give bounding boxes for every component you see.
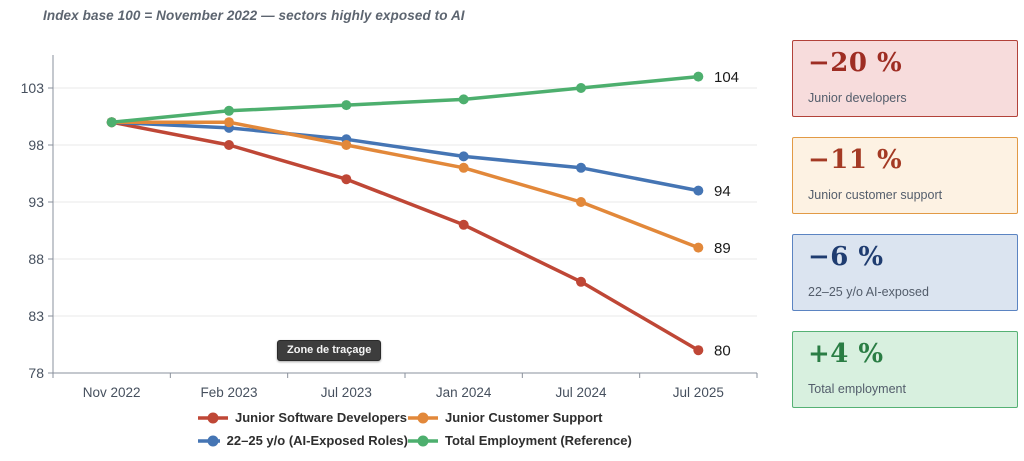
y-axis-tick-label: 93 (28, 194, 44, 210)
x-axis-label-jul-2023: Jul 2023 (321, 385, 372, 400)
y-axis-tick-label: 98 (28, 137, 44, 153)
chart-title: Index base 100 = November 2022 — sectors… (43, 8, 465, 23)
stat-card-value: −11 % (808, 145, 903, 175)
legend-label: Junior Software Developers (235, 410, 407, 425)
legend-label: Junior Customer Support (445, 410, 603, 425)
plot-area-tooltip: Zone de traçage (277, 340, 382, 361)
data-point-junior-software-developers-jul-2024[interactable] (576, 276, 586, 287)
stat-card-junior-customer-support: −11 % Junior customer support (792, 137, 1018, 214)
data-point-total-employment-reference-jul-2023[interactable] (341, 100, 352, 111)
y-axis-tick-label: 83 (28, 308, 44, 324)
y-axis-tick-label: 78 (28, 365, 44, 381)
legend-marker-icon (408, 435, 438, 446)
stat-card-label: Junior developers (808, 91, 907, 105)
stat-card-value: +4 % (808, 339, 884, 369)
stat-card-label: Total employment (808, 382, 906, 396)
series-end-label-junior-software-developers: 80 (714, 343, 731, 360)
data-point-junior-customer-support-jan-2024[interactable] (458, 162, 469, 173)
data-point-total-employment-reference-feb-2023[interactable] (224, 105, 234, 116)
series-line-total-employment-reference[interactable] (109, 74, 701, 124)
data-point-junior-customer-support-jul-2023[interactable] (341, 140, 352, 150)
stat-card-value: −6 % (808, 242, 884, 272)
data-point-22-25-y-o-ai-exposed-roles-jan-2024[interactable] (458, 151, 469, 162)
data-point-22-25-y-o-ai-exposed-roles-jul-2025[interactable] (693, 185, 704, 196)
data-point-junior-software-developers-jan-2024[interactable] (458, 219, 469, 230)
series-end-label-total-employment-reference: 104 (714, 69, 739, 86)
stat-card-panel: −20 % Junior developers −11 % Junior custom… (792, 40, 1018, 428)
series-end-label-22-25-y-o-ai-exposed-roles: 94 (714, 183, 731, 200)
x-axis-label-feb-2023: Feb 2023 (200, 385, 257, 400)
legend-marker-icon (198, 412, 228, 423)
series-line-junior-software-developers[interactable] (109, 120, 701, 352)
stat-card-junior-developers: −20 % Junior developers (792, 40, 1018, 117)
data-point-22-25-y-o-ai-exposed-roles-jul-2024[interactable] (576, 162, 586, 173)
stat-card-label: Junior customer support (808, 188, 943, 202)
line-chart: 78 83 88 93 98 103 Nov 2022 Feb 2023 Jul 2023 Jan… (21, 55, 758, 400)
x-axis-label-jul-2024: Jul 2024 (555, 385, 607, 400)
stat-card-value: −20 % (808, 48, 903, 78)
data-point-junior-customer-support-feb-2023[interactable] (224, 117, 234, 128)
legend-item-22-25-y-o-ai-exposed-roles[interactable]: 22–25 y/o (AI-Exposed Roles) (198, 433, 408, 448)
legend-item-junior-software-developers[interactable]: Junior Software Developers (198, 410, 408, 425)
stat-card-22-25-y-o-ai-exposed: −6 % 22–25 y/o AI-exposed (792, 234, 1018, 311)
stat-card-label: 22–25 y/o AI-exposed (808, 285, 929, 299)
data-point-junior-customer-support-jul-2025[interactable] (693, 242, 704, 253)
data-point-junior-customer-support-jul-2024[interactable] (576, 197, 586, 207)
data-point-total-employment-reference-jul-2024[interactable] (576, 83, 586, 93)
data-point-junior-software-developers-jul-2023[interactable] (341, 174, 352, 185)
x-axis-label-jul-2025: Jul 2025 (673, 385, 724, 400)
chart-legend: Junior Software Developers Junior Custome… (198, 410, 632, 448)
data-point-total-employment-reference-nov-2022[interactable] (106, 117, 117, 128)
legend-item-junior-customer-support[interactable]: Junior Customer Support (408, 410, 632, 425)
stat-card-total-employment: +4 % Total employment (792, 331, 1018, 408)
data-point-junior-software-developers-jul-2025[interactable] (693, 345, 704, 356)
legend-item-total-employment-reference[interactable]: Total Employment (Reference) (408, 433, 632, 448)
data-point-total-employment-reference-jul-2025[interactable] (693, 71, 704, 82)
data-point-total-employment-reference-jan-2024[interactable] (458, 94, 469, 105)
legend-label: 22–25 y/o (AI-Exposed Roles) (226, 433, 408, 448)
series-end-label-junior-customer-support: 89 (714, 240, 731, 257)
data-point-junior-software-developers-feb-2023[interactable] (224, 140, 234, 150)
y-axis-tick-label: 103 (21, 80, 45, 96)
series-line-junior-customer-support[interactable] (109, 120, 701, 250)
legend-marker-icon (198, 435, 220, 446)
legend-marker-icon (408, 412, 438, 423)
legend-label: Total Employment (Reference) (445, 433, 632, 448)
x-axis-label-nov-2022: Nov 2022 (83, 385, 141, 400)
x-axis-label-jan-2024: Jan 2024 (436, 385, 492, 400)
series-line-22-25-y-o-ai-exposed-roles[interactable] (109, 120, 701, 193)
y-axis-tick-label: 88 (28, 251, 44, 267)
